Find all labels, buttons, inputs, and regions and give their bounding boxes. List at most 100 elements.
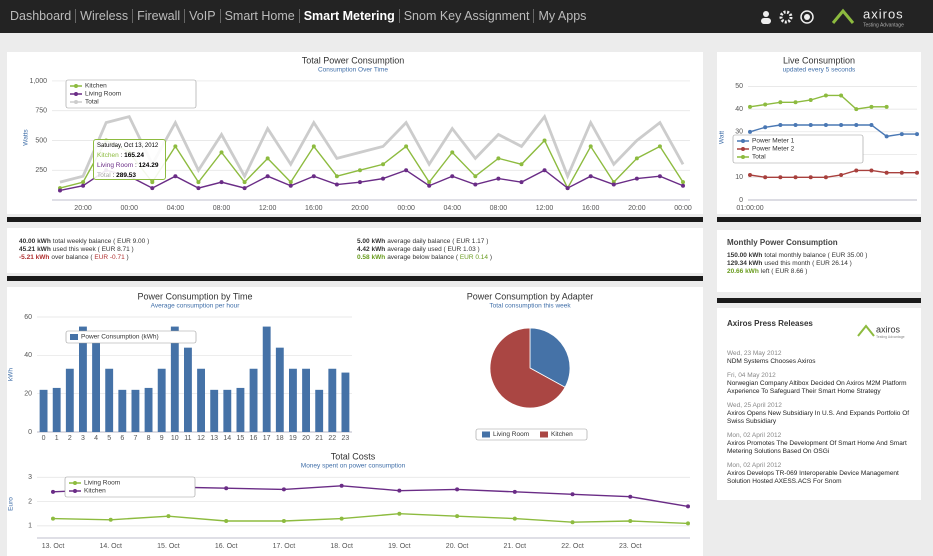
legend-label: Kitchen: [84, 488, 106, 495]
point: [686, 521, 690, 526]
point: [381, 162, 386, 167]
tooltip-name: Living Room: [97, 162, 134, 169]
point: [915, 132, 919, 137]
legend-swatch: [482, 431, 490, 438]
point: [869, 123, 874, 127]
series-line: [749, 124, 917, 138]
text: average below balance (: [387, 254, 459, 261]
point: [381, 176, 386, 181]
point: [512, 489, 517, 494]
point: [869, 104, 874, 109]
point: [793, 100, 798, 105]
point: [427, 180, 432, 185]
point: [681, 183, 685, 188]
point: [357, 168, 362, 173]
point: [854, 107, 859, 112]
point: [450, 150, 455, 155]
weekly-balance: 40.00 kWh total weekly balance ( EUR 9.00…: [19, 238, 149, 262]
point: [778, 123, 783, 127]
point: [219, 150, 224, 155]
y-tick-label: 500: [35, 137, 47, 144]
amount: 150.00 kWh: [727, 252, 763, 259]
point: [542, 168, 547, 173]
bar: [262, 326, 271, 432]
tooltip-row: Total : 289.53: [97, 172, 137, 179]
x-tick-label: 20:00: [74, 205, 92, 212]
x-tick-label: 08:00: [213, 205, 231, 212]
point: [150, 186, 155, 191]
point: [570, 520, 575, 525]
point: [793, 175, 798, 180]
point: [884, 134, 889, 139]
x-tick-label: 23: [342, 435, 350, 442]
panel: 40.00 kWh total weekly balance ( EUR 9.00…: [7, 228, 703, 273]
text: total weekly balance ( EUR 9.00 ): [52, 238, 150, 245]
point: [404, 144, 409, 149]
bar: [118, 389, 127, 432]
nav-item: Firewall: [133, 9, 186, 23]
point: [808, 98, 813, 102]
press-headline: Axiros Develops TR-069 Interoperable Dev…: [727, 470, 899, 485]
x-tick-label: 04:00: [443, 205, 461, 212]
chart-title: Power Consumption by Adapter: [467, 291, 594, 301]
x-tick-label: 00:00: [397, 205, 415, 212]
x-tick-label: 01:00:00: [736, 205, 763, 212]
y-tick-label: 1: [28, 523, 32, 530]
bar: [328, 368, 337, 432]
divider: [717, 217, 921, 222]
x-tick-label: 18: [276, 435, 284, 442]
divider: [7, 276, 703, 281]
amount: 0.58 kWh: [357, 254, 386, 261]
point: [81, 183, 86, 188]
legend-label: Living Room: [85, 91, 121, 98]
balance-row: 45.21 kWh used this week ( EUR 8.71 ): [19, 246, 149, 254]
x-tick-label: 14: [223, 435, 231, 442]
point: [542, 138, 547, 143]
balance-row: -5.21 kWh over balance ( EUR -0.71 ): [19, 254, 149, 262]
x-tick-label: 0: [42, 435, 46, 442]
point: [311, 174, 316, 179]
legend-marker: [73, 481, 77, 485]
chart-title: Live Consumption: [783, 55, 855, 65]
monthly-title: Monthly Power Consumption: [727, 238, 838, 247]
point: [634, 176, 639, 181]
nav-item: Smart Metering: [299, 9, 400, 23]
point: [839, 123, 844, 127]
press-logo: [857, 324, 875, 337]
x-tick-label: 12:00: [536, 205, 554, 212]
monthly-row: 129.34 kWh used this month ( EUR 26.14 ): [727, 260, 867, 268]
y-tick-label: 50: [735, 83, 743, 90]
bar: [315, 389, 324, 432]
point: [51, 489, 55, 494]
tooltip-name: Kitchen: [97, 152, 119, 159]
tooltip-value: 124.29: [138, 162, 159, 169]
point: [884, 104, 889, 109]
divider: [717, 298, 921, 303]
point: [899, 132, 904, 137]
point: [823, 123, 828, 127]
bar: [275, 347, 284, 432]
text: total monthly balance ( EUR 35.00 ): [764, 252, 868, 259]
y-axis-label: Watts: [23, 129, 30, 146]
bar: [236, 387, 245, 432]
balance-row: 40.00 kWh total weekly balance ( EUR 9.00…: [19, 238, 149, 246]
x-tick-label: 22: [328, 435, 336, 442]
point: [570, 492, 575, 497]
chart-title: Total Power Consumption: [302, 55, 405, 65]
point: [288, 183, 293, 188]
legend-label: Total: [752, 154, 766, 161]
y-tick-label: 40: [24, 352, 32, 359]
monthly-row: 150.00 kWh total monthly balance ( EUR 35…: [727, 252, 867, 260]
point: [219, 180, 224, 185]
point: [473, 174, 478, 179]
text: ): [126, 254, 129, 261]
point: [173, 144, 178, 149]
point: [473, 182, 478, 187]
x-tick-label: 08:00: [490, 205, 508, 212]
x-tick-label: 23. Oct: [619, 543, 642, 550]
point: [808, 175, 813, 180]
point: [339, 483, 344, 488]
amount: 40.00 kWh: [19, 238, 51, 245]
y-tick-label: 250: [35, 167, 47, 174]
